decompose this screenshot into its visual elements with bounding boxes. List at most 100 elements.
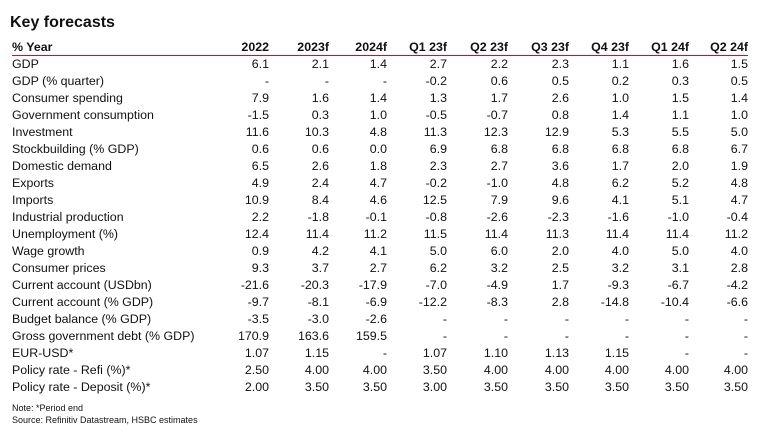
table-cell: 1.8	[369, 159, 387, 173]
table-cell: 2.5	[551, 261, 569, 275]
column-header: Q4 23f	[591, 39, 629, 54]
table-cell: 4.00	[664, 363, 689, 377]
table-cell: 163.6	[297, 329, 329, 343]
table-cell: 0.6	[311, 142, 329, 156]
table-cell: 11.6	[245, 125, 269, 139]
table-cell: 7.9	[251, 91, 269, 105]
table-cell: 12.4	[244, 227, 269, 241]
table-cell: 11.3	[545, 227, 569, 241]
table-cell: 3.2	[490, 261, 508, 275]
row-label: Current account (USDbn)	[12, 278, 152, 292]
footnotes: Note: *Period end Source: Refinitiv Data…	[12, 402, 198, 426]
table-cell: 5.0	[671, 244, 689, 258]
column-header: 2024f	[355, 39, 387, 54]
table-cell: 4.00	[544, 363, 569, 377]
row-label: Consumer spending	[12, 91, 123, 105]
row-label: Stockbuilding (% GDP)	[12, 142, 139, 156]
table-cell: 1.0	[730, 108, 748, 122]
table-cell: -1.5	[247, 108, 269, 122]
row-label: Government consumption	[12, 108, 154, 122]
table-cell: -	[564, 329, 569, 343]
table-row: Policy rate - Refi (%)* 2.50 4.00 4.00 3.50 4…	[12, 362, 748, 379]
table-cell: -9.7	[247, 295, 269, 309]
table-cell: -	[743, 329, 748, 343]
table-cell: 4.00	[604, 363, 629, 377]
table-cell: 5.1	[671, 193, 689, 207]
table-cell: -0.1	[365, 210, 387, 224]
table-cell: 11.2	[724, 227, 748, 241]
table-cell: -	[382, 346, 387, 360]
table-cell: 2.7	[490, 159, 508, 173]
row-label: Imports	[12, 193, 54, 207]
table-cell: -0.5	[425, 108, 447, 122]
table-cell: -10.4	[660, 295, 689, 309]
table-row: GDP (% quarter) - - - -0.2 0.6 0.5 0.2 0.3 0.5	[12, 73, 748, 90]
table-cell: 5.2	[671, 176, 689, 190]
table-cell: 4.8	[730, 176, 748, 190]
table-cell: -	[324, 74, 329, 88]
table-cell: 0.3	[311, 108, 329, 122]
table-cell: 2.7	[369, 261, 387, 275]
table-cell: -	[503, 329, 508, 343]
table-cell: -	[684, 329, 689, 343]
table-cell: -8.1	[307, 295, 329, 309]
table-row: Current account (USDbn) -21.6 -20.3 -17.9 -7…	[12, 277, 748, 294]
table-cell: 4.7	[730, 193, 748, 207]
table-cell: 2.6	[551, 91, 569, 105]
table-cell: 4.0	[611, 244, 629, 258]
table-cell: 2.50	[244, 363, 269, 377]
table-cell: 0.8	[551, 108, 569, 122]
table-cell: -1.6	[607, 210, 629, 224]
table-cell: 1.7	[490, 91, 508, 105]
table-cell: 6.7	[730, 142, 748, 156]
table-cell: 2.8	[551, 295, 569, 309]
header-row: % Year 2022 2023f 2024f Q1 23f Q2 23f Q3…	[12, 38, 748, 56]
table-cell: 1.4	[611, 108, 629, 122]
table-row: GDP 6.1 2.1 1.4 2.7 2.2 2.3 1.1 1.6 1.5	[12, 56, 748, 74]
table-cell: 5.3	[611, 125, 629, 139]
table-cell: 1.9	[730, 159, 748, 173]
table-cell: 3.6	[551, 159, 569, 173]
row-label: Consumer prices	[12, 261, 106, 275]
table-row: Consumer prices 9.3 3.7 2.7 6.2 3.2 2.5 3.2 3.1 2…	[12, 260, 748, 277]
table-cell: 1.07	[244, 346, 269, 360]
table-cell: -0.7	[486, 108, 508, 122]
table-cell: -	[442, 329, 447, 343]
table-cell: 3.50	[483, 380, 508, 394]
row-label: GDP (% quarter)	[12, 74, 105, 88]
table-cell: 4.9	[251, 176, 269, 190]
table-cell: 3.1	[671, 261, 689, 275]
table-cell: 4.8	[551, 176, 569, 190]
column-header: 2022	[241, 39, 269, 54]
table-cell: -7.0	[425, 278, 447, 292]
table-cell: -	[624, 329, 629, 343]
table-cell: -	[503, 312, 508, 326]
table-cell: 1.0	[369, 108, 387, 122]
table-row: Budget balance (% GDP) -3.5 -3.0 -2.6 - - - - - -	[12, 311, 748, 328]
table-cell: -	[382, 74, 387, 88]
table-cell: 1.4	[730, 91, 748, 105]
column-header: Q2 24f	[710, 39, 748, 54]
table-cell: -9.3	[607, 278, 629, 292]
table-row: Domestic demand 6.5 2.6 1.8 2.3 2.7 3.6 1.7 2.0 1…	[12, 158, 748, 175]
table-cell: -1.8	[307, 210, 329, 224]
table-row: EUR-USD* 1.07 1.15 - 1.07 1.10 1.13 1.15 - -	[12, 345, 748, 362]
table-cell: -6.7	[667, 278, 689, 292]
table-cell: 1.5	[730, 57, 748, 71]
table-cell: -3.0	[307, 312, 329, 326]
table-cell: 0.0	[369, 142, 387, 156]
table-body: GDP 6.1 2.1 1.4 2.7 2.2 2.3 1.1 1.6 1.5 GDP (% qua…	[12, 56, 748, 397]
row-label: Budget balance (% GDP)	[12, 312, 152, 326]
table-cell: 11.4	[305, 227, 329, 241]
table-cell: -6.6	[726, 295, 748, 309]
row-label: Investment	[12, 125, 73, 139]
table-cell: -21.6	[240, 278, 269, 292]
table-cell: 9.3	[251, 261, 269, 275]
column-header: Q2 23f	[470, 39, 508, 54]
table-cell: 4.00	[483, 363, 508, 377]
table-cell: -1.0	[667, 210, 689, 224]
table-cell: 1.7	[551, 278, 569, 292]
table-cell: 4.1	[611, 193, 629, 207]
table-cell: 2.00	[244, 380, 269, 394]
table-row: Wage growth 0.9 4.2 4.1 5.0 6.0 2.0 4.0 5.0 4.0	[12, 243, 748, 260]
